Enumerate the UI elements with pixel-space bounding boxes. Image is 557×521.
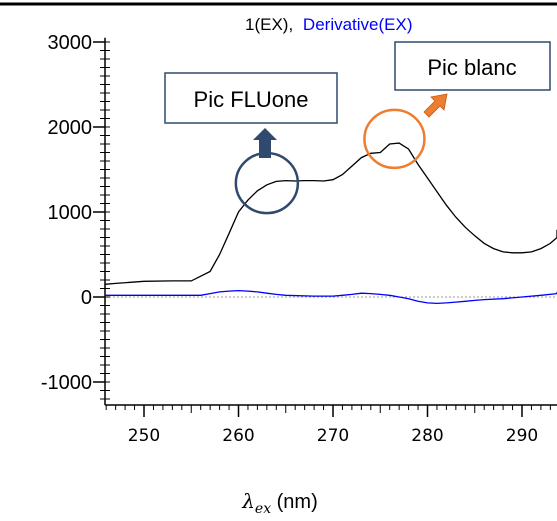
legend-entry-1ex: 1(EX), xyxy=(245,15,293,34)
callout-box-pic-fluone xyxy=(164,72,338,124)
arrow-up-icon xyxy=(253,128,277,158)
series-group xyxy=(104,142,557,305)
y-tick-label: 1000 xyxy=(48,202,93,224)
y-major-ticks: 3000 2000 1000 0 -1000 xyxy=(41,32,105,394)
y-tick-label: -1000 xyxy=(41,372,92,394)
y-tick-label: 2000 xyxy=(48,117,93,139)
annotations-group: Pic FLUone Pic blanc xyxy=(164,41,551,215)
y-minor-ticks xyxy=(100,41,110,400)
highlight-circle-fluone xyxy=(234,151,300,215)
x-tick-label: 250 xyxy=(128,426,160,446)
x-tick-label: 280 xyxy=(411,426,443,446)
x-axis-label-sub: ex xyxy=(255,501,271,517)
x-tick-label: 290 xyxy=(506,426,538,446)
x-tick-label: 270 xyxy=(317,426,349,446)
series-line-derivative xyxy=(105,289,557,305)
x-axis-label-unit: (nm) xyxy=(271,491,318,513)
legend-entry-derivative: Derivative(EX) xyxy=(303,15,413,34)
highlight-circle-blanc xyxy=(363,108,426,170)
x-axis-label-var: λ xyxy=(241,489,255,513)
series-line-1ex xyxy=(104,142,557,285)
y-tick-label: 3000 xyxy=(48,32,93,54)
legend: 1(EX), Derivative(EX) xyxy=(245,15,413,34)
y-tick-label: 0 xyxy=(81,287,92,309)
x-axis-label: λex (nm) xyxy=(241,489,318,517)
callout-label-pic-fluone: Pic FLUone xyxy=(194,87,309,112)
x-ticks: 250 260 270 280 290 xyxy=(105,405,551,446)
arrow-up-right-icon xyxy=(423,93,448,118)
x-tick-label: 260 xyxy=(222,426,254,446)
callout-label-pic-blanc: Pic blanc xyxy=(427,55,516,80)
callout-box-pic-blanc xyxy=(394,41,551,91)
